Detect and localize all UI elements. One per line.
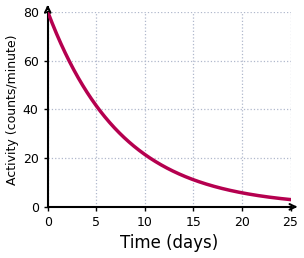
Y-axis label: Activity (counts/minute): Activity (counts/minute) (5, 34, 19, 184)
X-axis label: Time (days): Time (days) (120, 235, 218, 252)
